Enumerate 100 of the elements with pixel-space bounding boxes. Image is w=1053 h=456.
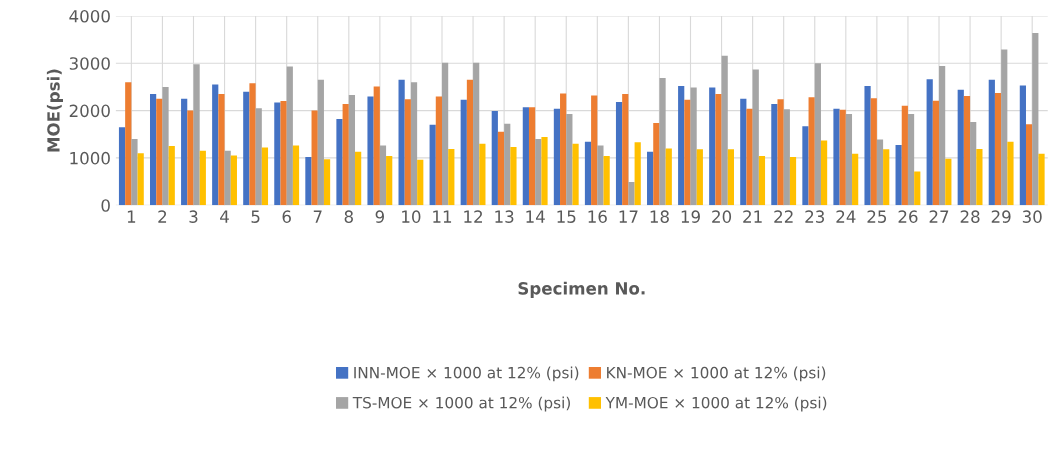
legend-label: YM-MOE × 1000 at 12% (psi) <box>605 396 827 412</box>
bar <box>348 94 356 206</box>
bar <box>1038 153 1045 206</box>
bar <box>970 121 977 206</box>
bar <box>410 82 418 206</box>
x-tick-label: 5 <box>251 210 260 223</box>
bar <box>373 86 380 206</box>
bar <box>721 55 728 206</box>
bar <box>379 145 387 206</box>
bar <box>963 95 971 206</box>
bar <box>690 87 697 206</box>
x-tick-label: 6 <box>282 210 291 223</box>
bar <box>125 82 132 206</box>
bar <box>466 79 474 206</box>
bar <box>156 98 163 206</box>
bar <box>150 94 157 206</box>
bar <box>957 89 964 206</box>
bar <box>541 137 548 206</box>
bar <box>684 99 691 206</box>
bar <box>292 145 300 206</box>
x-axis-title: Specimen No. <box>518 281 645 298</box>
bar <box>678 85 685 206</box>
bar <box>255 108 262 206</box>
x-tick-label: 21 <box>743 210 762 223</box>
bar <box>522 107 529 206</box>
bar <box>758 156 766 206</box>
bar <box>224 150 231 206</box>
bar <box>740 98 747 206</box>
bar <box>870 98 877 206</box>
bar <box>1032 32 1039 206</box>
x-tick-label: 19 <box>681 210 700 223</box>
x-tick-label: 28 <box>960 210 980 223</box>
bar <box>286 66 293 206</box>
x-tick-label: 13 <box>495 210 514 223</box>
bar <box>243 91 250 206</box>
bar <box>181 98 188 206</box>
bar <box>939 66 946 206</box>
bar <box>355 151 362 206</box>
bar <box>622 94 629 206</box>
bar <box>876 139 884 206</box>
bar <box>883 149 890 206</box>
bar <box>839 109 846 206</box>
bar <box>709 87 716 206</box>
bar <box>715 94 722 206</box>
bar <box>820 140 828 206</box>
y-axis-title: MOE(psi) <box>46 69 63 152</box>
bar <box>1007 141 1014 206</box>
bar <box>566 113 573 206</box>
x-tick-label: 2 <box>158 210 167 223</box>
bar <box>727 149 734 206</box>
bar <box>845 113 853 206</box>
bar <box>591 95 598 206</box>
bar <box>274 102 281 206</box>
bar <box>777 99 784 206</box>
bar <box>864 85 871 206</box>
bar <box>696 149 703 206</box>
bar <box>560 93 567 206</box>
x-tick-label: 7 <box>313 210 322 223</box>
bar <box>398 79 405 206</box>
bar <box>473 62 480 206</box>
x-tick-label: 26 <box>898 210 918 223</box>
x-tick-label: 18 <box>650 210 669 223</box>
bar <box>323 159 331 206</box>
bar <box>342 103 349 206</box>
bar <box>131 138 138 206</box>
bar <box>429 124 436 206</box>
y-tick-label: 2000 <box>69 104 110 118</box>
bar <box>1001 49 1008 206</box>
bar <box>504 123 511 206</box>
bar <box>497 131 505 206</box>
bar <box>491 111 498 206</box>
bar <box>230 155 237 206</box>
x-tick-label: 17 <box>619 210 638 223</box>
bar <box>895 145 902 206</box>
x-tick-label: 8 <box>344 210 353 223</box>
bar <box>808 97 815 206</box>
x-tick-label: 15 <box>557 210 576 223</box>
bar <box>553 108 561 206</box>
bar <box>783 109 790 206</box>
bar <box>118 127 126 206</box>
x-tick-label: 4 <box>220 210 229 223</box>
bar <box>137 153 144 206</box>
bar <box>852 153 859 206</box>
bar <box>305 156 312 206</box>
x-tick-label: 9 <box>375 210 384 223</box>
y-tick-label: 4000 <box>69 9 110 23</box>
bar <box>199 150 206 206</box>
bar <box>442 62 449 206</box>
bar <box>404 99 411 206</box>
legend-label: INN-MOE × 1000 at 12% (psi) <box>354 366 579 382</box>
bar <box>994 93 1002 206</box>
bar <box>367 96 374 206</box>
bar <box>603 156 610 206</box>
y-tick-label: 1000 <box>70 151 110 165</box>
bar <box>162 86 169 206</box>
bar <box>615 102 623 206</box>
legend-label: KN-MOE × 1000 at 12% (psi) <box>607 366 826 382</box>
bar <box>789 156 797 206</box>
x-tick-label: 27 <box>929 210 949 223</box>
bar <box>752 69 759 206</box>
